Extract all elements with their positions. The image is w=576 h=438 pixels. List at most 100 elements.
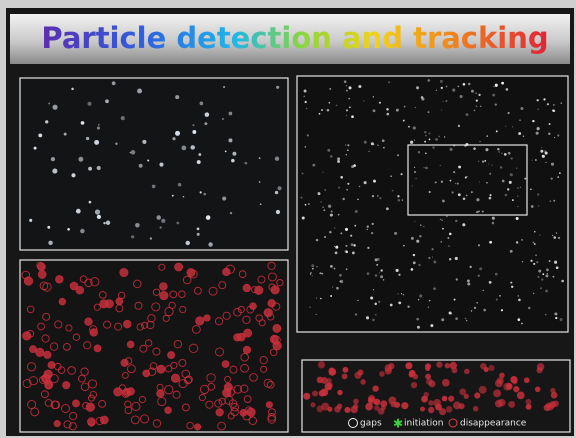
detection <box>464 369 470 375</box>
detection <box>334 406 341 413</box>
particle <box>458 166 461 169</box>
particle <box>559 172 561 174</box>
particle <box>316 266 317 267</box>
particle <box>416 86 419 89</box>
particle <box>544 150 546 152</box>
detection <box>409 370 416 377</box>
particle <box>175 131 180 136</box>
particle <box>485 148 488 151</box>
particle <box>390 175 392 177</box>
particle <box>418 151 420 153</box>
particle <box>478 94 480 96</box>
particle <box>402 199 403 200</box>
detection <box>243 284 250 291</box>
detection <box>526 399 532 405</box>
particle <box>537 193 539 195</box>
particle <box>396 109 399 112</box>
particle <box>510 173 513 176</box>
particle <box>516 217 519 220</box>
particle <box>489 281 492 284</box>
particle <box>554 312 557 315</box>
particle <box>103 222 105 224</box>
legend-label: gaps <box>360 419 382 429</box>
detection <box>255 286 263 294</box>
particle <box>89 201 92 204</box>
particle <box>383 147 385 149</box>
detection <box>439 408 446 415</box>
particle <box>398 274 400 276</box>
particle <box>231 159 235 163</box>
particle <box>331 211 333 213</box>
particle <box>479 267 482 270</box>
particle <box>450 180 452 182</box>
detection <box>368 395 375 402</box>
detection <box>448 396 454 402</box>
particle <box>346 154 347 155</box>
particle <box>482 211 484 213</box>
particle <box>479 141 480 142</box>
particle <box>373 96 374 97</box>
particle <box>316 298 317 299</box>
particle <box>533 293 534 294</box>
particle <box>462 223 465 226</box>
particle <box>532 120 534 122</box>
particle <box>497 148 499 150</box>
particle <box>367 247 369 249</box>
particle <box>431 248 433 250</box>
particle <box>449 233 452 236</box>
particle <box>455 220 457 222</box>
particle <box>275 191 278 194</box>
particle <box>339 274 342 277</box>
detection <box>374 405 379 410</box>
detection <box>551 392 558 399</box>
particle <box>175 95 179 99</box>
particle <box>446 216 448 218</box>
detection <box>385 364 392 371</box>
particle <box>517 187 519 189</box>
particle <box>321 109 323 111</box>
particle <box>476 198 479 201</box>
particle <box>537 276 539 278</box>
particle <box>432 257 433 258</box>
particle <box>523 136 524 137</box>
particle <box>147 159 149 161</box>
particle <box>260 203 262 205</box>
particle <box>181 145 186 150</box>
particle <box>474 307 476 309</box>
particle <box>456 278 458 280</box>
particle <box>94 140 99 145</box>
particle <box>553 104 555 106</box>
particle <box>534 231 535 232</box>
particle <box>425 135 427 137</box>
particle <box>498 151 500 153</box>
particle <box>222 118 224 120</box>
detection <box>428 407 434 413</box>
detection <box>44 351 51 358</box>
particle <box>542 273 544 275</box>
particle <box>410 141 413 144</box>
particle <box>558 237 560 239</box>
particle <box>206 215 210 219</box>
particle <box>105 99 109 103</box>
particle <box>451 191 453 193</box>
particle <box>509 181 512 184</box>
particle <box>204 122 207 125</box>
particle <box>470 266 472 268</box>
particle <box>516 168 517 169</box>
particle <box>203 193 206 196</box>
particle <box>414 167 415 168</box>
particle <box>433 287 436 290</box>
particle <box>428 133 430 135</box>
particle <box>378 301 380 303</box>
detection <box>204 315 210 321</box>
detection <box>342 373 348 379</box>
particle <box>561 103 562 104</box>
particle <box>81 121 85 125</box>
detection <box>56 276 64 284</box>
particle <box>156 215 160 219</box>
particle <box>543 98 545 100</box>
detection <box>428 400 434 406</box>
detection <box>317 377 324 384</box>
particle <box>197 160 201 164</box>
particle <box>496 130 498 132</box>
